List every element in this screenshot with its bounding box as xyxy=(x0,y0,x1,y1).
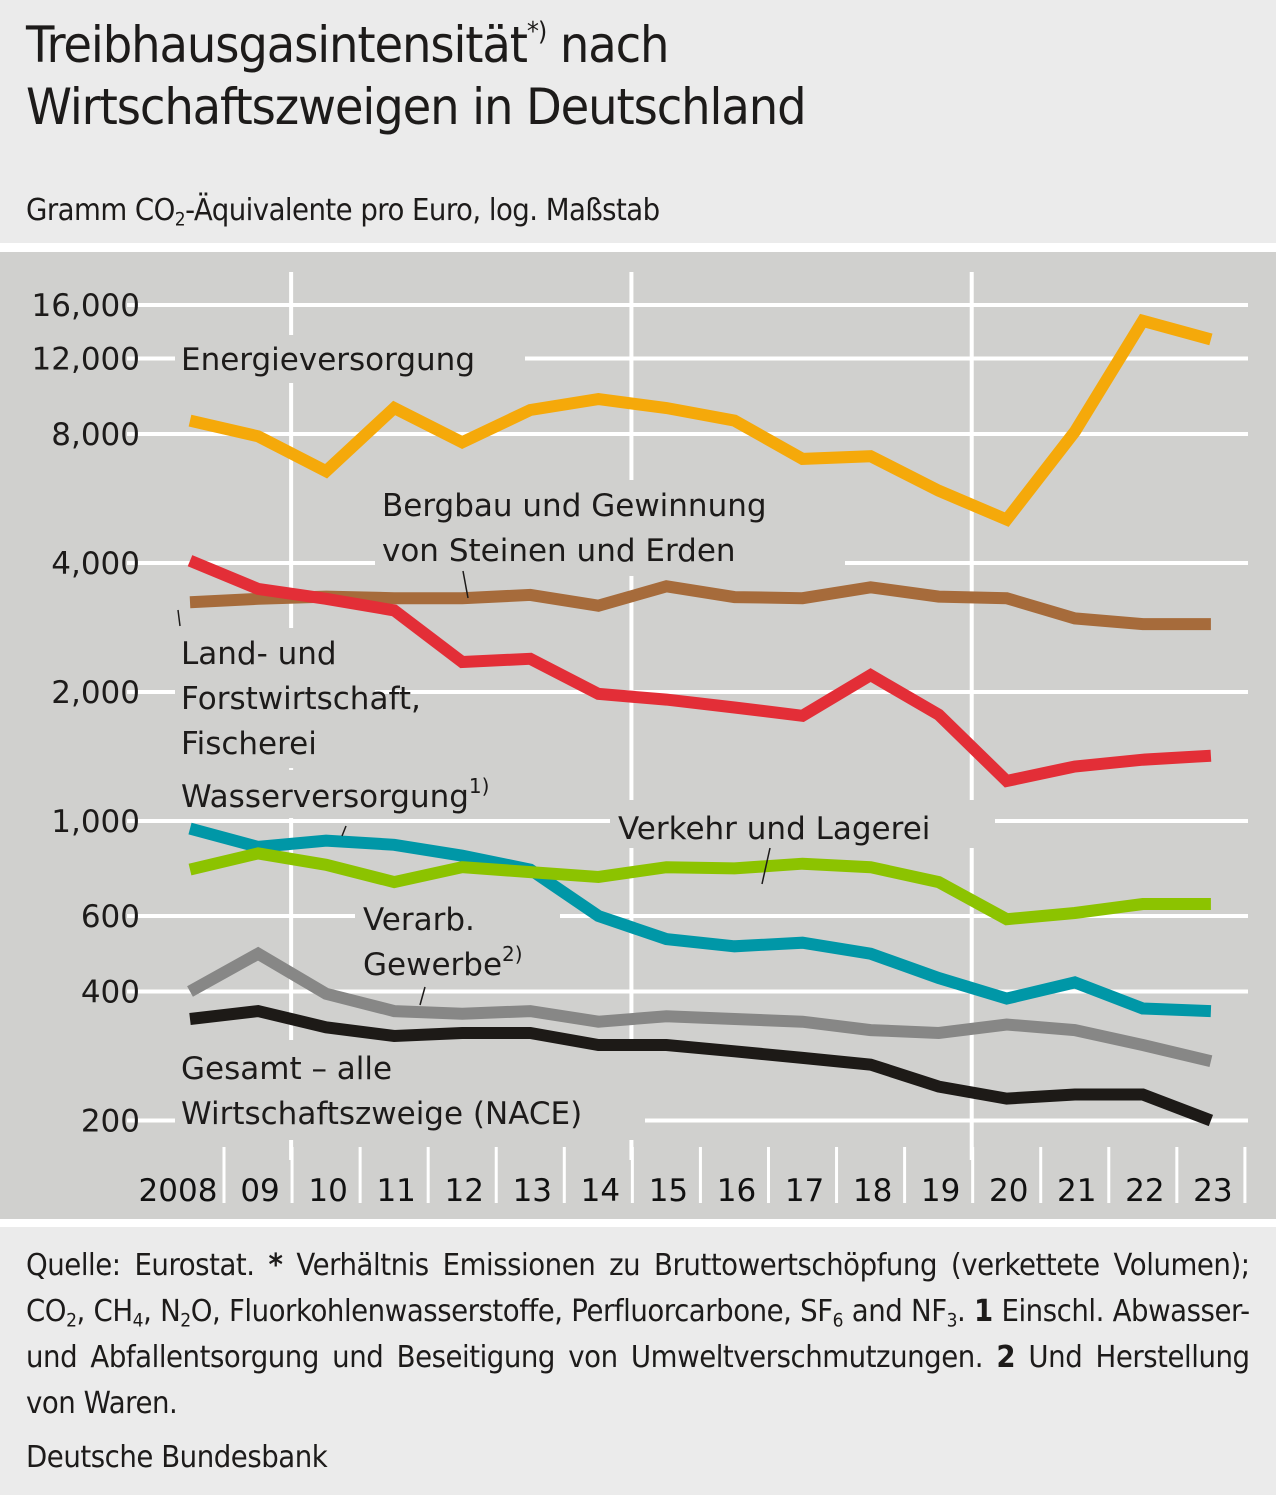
series-label: Bergbau und Gewinnung xyxy=(382,488,767,524)
x-tick-label: 22 xyxy=(1125,1173,1164,1209)
y-tick-label: 200 xyxy=(81,1103,140,1139)
footnote-subscript: 3 xyxy=(946,1310,958,1332)
footnote-bold-marker: * xyxy=(268,1248,283,1283)
series-label: Verkehr und Lagerei xyxy=(618,811,930,847)
x-tick-label: 18 xyxy=(853,1173,892,1209)
footnote-bold-marker: 1 xyxy=(974,1294,993,1329)
x-tick-label: 12 xyxy=(445,1173,484,1209)
label-leader-line xyxy=(761,847,771,885)
chart-title: Treibhausgasintensität*) nach Wirtschaft… xyxy=(26,14,1142,138)
label-background xyxy=(175,770,545,818)
x-tick-label: 13 xyxy=(513,1173,552,1209)
footnote-subscript: 2 xyxy=(180,1310,191,1332)
label-leader-line xyxy=(462,570,469,599)
subtitle-text-end: -Äquivalente pro Euro, log. Maßstab xyxy=(185,193,660,228)
series-label: Wirtschaftszweige (NACE) xyxy=(181,1096,582,1132)
series-label: Fischerei xyxy=(181,726,317,762)
footer-divider xyxy=(0,1219,1276,1227)
x-tick-label: 11 xyxy=(376,1173,415,1209)
label-background xyxy=(610,800,995,848)
x-tick-label: 10 xyxy=(308,1173,347,1209)
label-background xyxy=(355,895,560,985)
series-line-0 xyxy=(188,313,1213,527)
y-tick-label: 4,000 xyxy=(51,546,140,582)
series-label: Gesamt – alle xyxy=(181,1051,392,1087)
footnote-text: Einschl. Abwasser- und Abfallentsorgung … xyxy=(26,1294,1250,1375)
series-lines xyxy=(187,313,1214,1127)
title-line2: Wirtschaftszweigen in Deutschland xyxy=(26,78,807,136)
title-footnote-marker: *) xyxy=(526,17,547,47)
chart-subtitle: Gramm CO2-Äquivalente pro Euro, log. Maß… xyxy=(26,193,660,231)
footnote-subscript: 4 xyxy=(132,1310,144,1332)
series-label: Verarb. xyxy=(363,902,475,938)
x-tick-label: 09 xyxy=(240,1173,279,1209)
x-tick-label: 17 xyxy=(785,1173,824,1209)
header-divider xyxy=(0,243,1276,252)
y-tick-label: 400 xyxy=(81,975,140,1011)
footnote-text: , CH xyxy=(76,1294,134,1329)
label-background xyxy=(175,1040,645,1140)
x-axis-ticks: 2008 09 10 11 12 13 14 15 16 17 18 19 20 21 22 23 xyxy=(139,1147,1247,1209)
footnote-text: and NF xyxy=(843,1294,947,1329)
y-axis-ticks: 200 400 600 1,000 2,000 4,000 8,000 12,000 16,00… xyxy=(32,288,140,1139)
y-tick-label: 16,000 xyxy=(32,288,140,324)
footnote-text: Quelle: Eurostat. xyxy=(26,1248,269,1283)
y-tick-label: 12,000 xyxy=(32,342,140,378)
x-tick-label: 23 xyxy=(1193,1173,1232,1209)
series-label-footnote: 2) xyxy=(502,942,523,966)
source-credit: Deutsche Bundesbank xyxy=(26,1440,328,1475)
label-leader-line xyxy=(177,609,181,627)
series-line-3 xyxy=(188,822,1212,1018)
x-tick-label: 20 xyxy=(989,1173,1028,1209)
series-line-1 xyxy=(189,580,1211,631)
series-line-5 xyxy=(187,946,1213,1068)
footnote-text: Und Herstellung von Waren. xyxy=(26,1340,1250,1421)
series-label: Wasserversorgung1) xyxy=(181,774,489,815)
subtitle-subscript: 2 xyxy=(174,209,186,231)
series-line-4 xyxy=(188,847,1211,926)
x-tick-label: 16 xyxy=(717,1173,756,1209)
footnote-text: O, Fluorkohlenwasserstoffe, Perfluorcarb… xyxy=(190,1294,833,1329)
series-labels: Energieversorgung Bergbau und Gewinnung vo… xyxy=(177,342,930,1132)
series-label: Gewerbe2) xyxy=(363,942,523,983)
x-tick-label: 19 xyxy=(921,1173,960,1209)
label-leader-line xyxy=(419,986,426,1006)
label-leader-line xyxy=(341,825,347,837)
subtitle-text: Gramm CO xyxy=(26,193,175,228)
footnote-text: . xyxy=(957,1294,975,1329)
x-tick-label: 2008 xyxy=(139,1173,218,1209)
title-line1-end: nach xyxy=(559,16,670,74)
x-tick-label: 21 xyxy=(1057,1173,1096,1209)
label-background xyxy=(175,335,525,383)
y-tick-label: 2,000 xyxy=(51,675,140,711)
series-label: Energieversorgung xyxy=(181,342,475,378)
label-background xyxy=(375,480,845,576)
series-label: von Steinen und Erden xyxy=(382,533,736,569)
footer: Quelle: Eurostat. * Verhältnis Emissione… xyxy=(26,1243,1250,1481)
grid-lines xyxy=(127,272,1248,1160)
footnote-subscript: 2 xyxy=(66,1310,77,1332)
y-tick-label: 8,000 xyxy=(51,417,140,453)
footnote-text: Verhältnis Emissionen zu Bruttowertschöp… xyxy=(26,1248,1250,1329)
label-background xyxy=(175,628,375,768)
x-tick-label: 15 xyxy=(649,1173,688,1209)
series-line-2 xyxy=(187,555,1212,788)
series-line-6 xyxy=(189,1005,1214,1127)
footnote-text: , N xyxy=(143,1294,181,1329)
y-tick-label: 1,000 xyxy=(51,804,140,840)
footnote-bold-marker: 2 xyxy=(996,1340,1016,1375)
y-tick-label: 600 xyxy=(81,899,140,935)
footnote: Quelle: Eurostat. * Verhältnis Emissione… xyxy=(26,1243,1250,1427)
title-line1: Treibhausgasintensität xyxy=(26,16,528,74)
x-tick-label: 14 xyxy=(581,1173,620,1209)
series-label: Land- und xyxy=(181,636,337,672)
series-label: Forstwirtschaft, xyxy=(181,681,421,717)
footnote-subscript: 6 xyxy=(832,1310,844,1332)
series-label-footnote: 1) xyxy=(469,774,490,798)
